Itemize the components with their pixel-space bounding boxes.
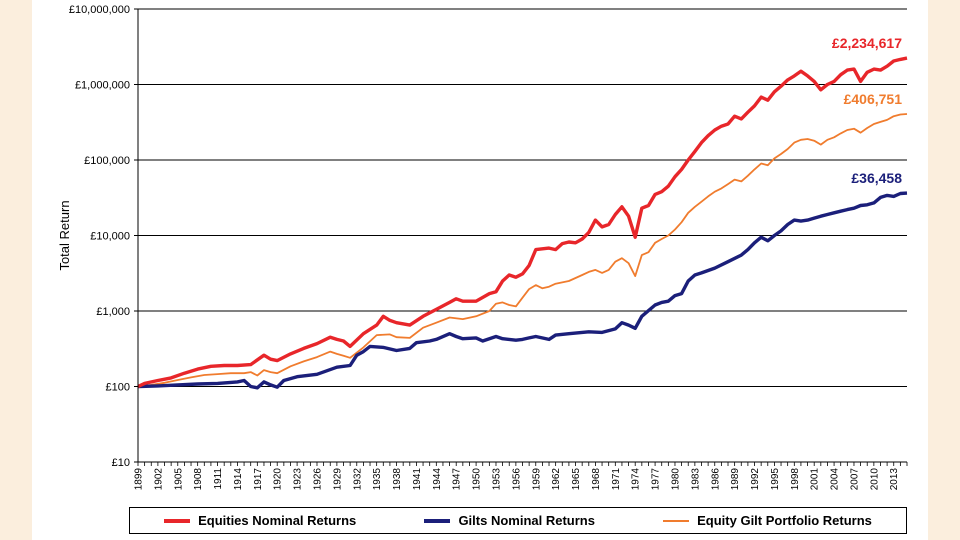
y-tick-label: £1,000,000 bbox=[75, 80, 130, 92]
x-tick-label: 2007 bbox=[849, 468, 860, 491]
y-tick-label: £100,000 bbox=[84, 155, 130, 167]
x-tick-label: 1911 bbox=[213, 468, 224, 490]
series-line-equities-nominal-returns bbox=[137, 56, 908, 389]
x-tick-label: 1926 bbox=[312, 468, 323, 491]
x-tick-label: 1938 bbox=[392, 468, 403, 491]
x-tick-label: 1959 bbox=[531, 468, 542, 491]
x-tick-label: 1989 bbox=[730, 468, 741, 491]
legend-label-gilts: Gilts Nominal Returns bbox=[458, 513, 595, 528]
x-tick-label: 1899 bbox=[134, 468, 145, 491]
x-tick-label: 1971 bbox=[611, 468, 622, 491]
legend-item-portfolio: Equity Gilt Portfolio Returns bbox=[663, 513, 872, 528]
x-tick-label: 1983 bbox=[690, 468, 701, 491]
x-tick-label: 1944 bbox=[432, 468, 443, 491]
x-tick-label: 1950 bbox=[472, 468, 483, 491]
y-tick-label: £10 bbox=[112, 457, 130, 469]
x-tick-label: 1947 bbox=[452, 468, 463, 491]
series-end-labels: £2,234,617 £36,458 £406,751 bbox=[832, 35, 902, 186]
x-tick-label: 1995 bbox=[770, 468, 781, 491]
x-tick-label: 1992 bbox=[750, 468, 761, 491]
x-tick-label: 1932 bbox=[352, 468, 363, 491]
x-tick-label: 1935 bbox=[372, 468, 383, 491]
series-line-equity-gilt-portfolio-returns bbox=[137, 113, 908, 388]
legend-label-equities: Equities Nominal Returns bbox=[198, 513, 357, 528]
x-tick-label: 1962 bbox=[551, 468, 562, 491]
x-tick-label: 1902 bbox=[153, 468, 164, 491]
x-tick-label: 1923 bbox=[293, 468, 304, 491]
y-axis-label: Total Return bbox=[57, 200, 72, 270]
x-tick-label: 1920 bbox=[273, 468, 284, 491]
x-tick-label: 1956 bbox=[511, 468, 522, 491]
x-tick-label: 1929 bbox=[332, 468, 343, 491]
x-tick-label: 1986 bbox=[710, 468, 721, 491]
legend-item-equities: Equities Nominal Returns bbox=[164, 513, 356, 528]
end-label-equities-nominal-returns: £2,234,617 bbox=[832, 35, 902, 51]
x-tick-label: 1908 bbox=[193, 468, 204, 491]
series-line-gilts-nominal-returns bbox=[137, 191, 908, 390]
series-lines bbox=[137, 56, 908, 390]
legend: Equities Nominal Returns Gilts Nominal R… bbox=[129, 507, 907, 534]
y-tick-label: £1,000 bbox=[96, 306, 130, 318]
y-axis-ticks: £10 £100 £1,000 £10,000 £100,000 £1,000,000 £1… bbox=[69, 4, 138, 469]
x-tick-label: 1941 bbox=[412, 468, 423, 491]
x-tick-label: 1980 bbox=[670, 468, 681, 491]
legend-swatch-portfolio bbox=[663, 519, 690, 522]
x-tick-label: 1917 bbox=[253, 468, 264, 491]
y-tick-label: £100 bbox=[106, 382, 130, 394]
x-tick-label: 2013 bbox=[889, 468, 900, 491]
x-tick-label: 1998 bbox=[790, 468, 801, 491]
legend-swatch-gilts bbox=[424, 518, 451, 523]
x-tick-label: 1914 bbox=[233, 468, 244, 491]
x-tick-label: 2001 bbox=[810, 468, 821, 491]
end-label-gilts-nominal-returns: £36,458 bbox=[851, 170, 902, 186]
x-axis-ticks: 1899 1902 1905 1908 1911 1914 1917 1920 1923 1926… bbox=[134, 462, 908, 490]
y-tick-label: £10,000,000 bbox=[69, 4, 130, 16]
x-tick-label: 1968 bbox=[591, 468, 602, 491]
x-tick-label: 1977 bbox=[651, 468, 662, 491]
x-tick-label: 2004 bbox=[830, 468, 841, 491]
legend-label-portfolio: Equity Gilt Portfolio Returns bbox=[697, 513, 872, 528]
x-tick-label: 1953 bbox=[491, 468, 502, 491]
x-tick-label: 1974 bbox=[631, 468, 642, 491]
y-tick-label: £10,000 bbox=[90, 231, 130, 243]
x-tick-label: 2010 bbox=[869, 468, 880, 491]
end-label-equity-gilt-portfolio-returns: £406,751 bbox=[844, 91, 903, 107]
x-tick-label: 1905 bbox=[173, 468, 184, 491]
legend-swatch-equities bbox=[164, 518, 191, 523]
legend-item-gilts: Gilts Nominal Returns bbox=[424, 513, 595, 528]
x-tick-label: 1965 bbox=[571, 468, 582, 491]
